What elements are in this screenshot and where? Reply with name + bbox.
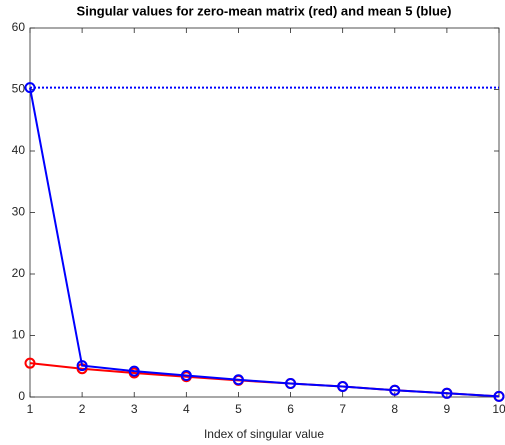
x-tick-label: 7 bbox=[339, 402, 346, 416]
y-tick-label: 40 bbox=[12, 143, 26, 157]
point bbox=[232, 374, 244, 386]
point bbox=[285, 377, 297, 389]
point bbox=[180, 369, 192, 381]
x-axis-label: Index of singular value bbox=[204, 427, 324, 441]
x-tick-label: 5 bbox=[235, 402, 242, 416]
point bbox=[76, 360, 88, 372]
point bbox=[337, 381, 349, 393]
plot-area bbox=[29, 27, 500, 398]
x-tick-label: 4 bbox=[183, 402, 190, 416]
series-line bbox=[29, 87, 500, 398]
x-tick-label: 8 bbox=[391, 402, 398, 416]
point bbox=[389, 384, 401, 396]
point bbox=[441, 387, 453, 399]
x-tick-label: 3 bbox=[131, 402, 138, 416]
x-tick-label: 1 bbox=[27, 402, 34, 416]
x-tick-label: 6 bbox=[287, 402, 294, 416]
y-tick-label: 0 bbox=[18, 389, 25, 403]
y-tick-label: 50 bbox=[12, 82, 26, 96]
x-tick-label: 9 bbox=[444, 402, 451, 416]
y-tick-label: 30 bbox=[12, 205, 26, 219]
x-tick-label: 10 bbox=[492, 402, 505, 416]
y-tick-label: 20 bbox=[12, 266, 26, 280]
point bbox=[24, 82, 36, 94]
x-tick-label: 2 bbox=[79, 402, 86, 416]
point bbox=[493, 390, 505, 402]
point bbox=[24, 357, 36, 369]
y-tick-label: 60 bbox=[12, 20, 26, 34]
chart-title: Singular values for zero-mean matrix (re… bbox=[77, 3, 452, 18]
point bbox=[128, 365, 140, 377]
y-tick-label: 10 bbox=[12, 328, 26, 342]
